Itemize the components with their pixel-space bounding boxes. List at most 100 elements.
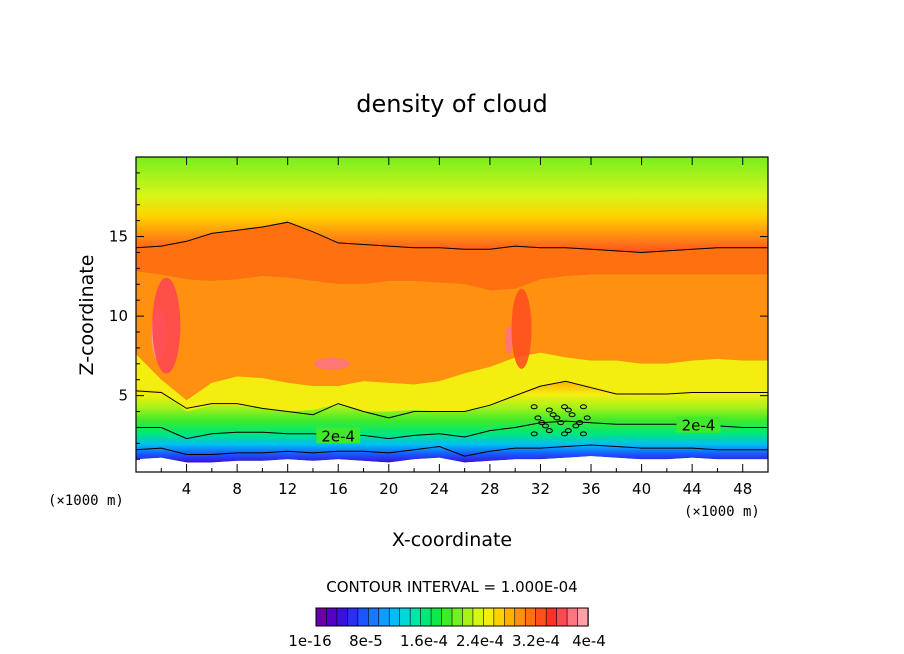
contour-lines: 2e-4 2e-4 bbox=[136, 221, 768, 457]
contour-label: 2e-4 bbox=[682, 417, 716, 435]
contour-blob bbox=[542, 423, 550, 429]
density-field bbox=[136, 157, 768, 472]
band-core bbox=[136, 271, 768, 401]
contour-interval-text: CONTOUR INTERVAL = 1.000E-04 bbox=[326, 578, 577, 596]
contour-blob bbox=[576, 420, 584, 426]
contour-blob bbox=[560, 431, 568, 437]
colorbar-swatch bbox=[315, 607, 328, 627]
contour-blob bbox=[579, 404, 587, 410]
contour-blob bbox=[549, 412, 557, 418]
x-tick-label: 4 bbox=[182, 480, 192, 498]
colorbar-swatch bbox=[462, 607, 474, 627]
plot-frame bbox=[135, 156, 769, 473]
colorbar-tick-label: 4e-4 bbox=[572, 632, 606, 650]
colorbar-tick-label: 1e-16 bbox=[288, 632, 331, 650]
contour-blob bbox=[583, 415, 591, 421]
contour-blob bbox=[534, 415, 542, 421]
contour-blob bbox=[579, 431, 587, 437]
x-tick-label: 28 bbox=[480, 480, 499, 498]
x-unit-label-right: (×1000 m) bbox=[684, 504, 760, 520]
x-tick-label: 36 bbox=[581, 480, 600, 498]
upper-layer bbox=[136, 157, 768, 253]
x-axis-label: X-coordinate bbox=[392, 529, 512, 551]
colorbar-swatch bbox=[451, 607, 464, 627]
contour-blob bbox=[572, 423, 580, 429]
no-cloud-region bbox=[136, 456, 768, 472]
colorbar-swatch bbox=[483, 607, 495, 627]
colorbar-swatch bbox=[399, 607, 411, 627]
x-unit-label-left: (×1000 m) bbox=[48, 493, 124, 509]
lower-layer bbox=[136, 381, 768, 463]
contour-blob bbox=[545, 407, 553, 413]
colorbar-swatch bbox=[504, 607, 516, 627]
x-tick-label: 40 bbox=[632, 480, 651, 498]
colorbar-tick-label: 3.2e-4 bbox=[512, 632, 560, 650]
colorbar-swatch bbox=[378, 607, 390, 627]
colorbar-swatch bbox=[556, 607, 568, 627]
x-tick-label: 12 bbox=[278, 480, 297, 498]
contour-blob bbox=[557, 420, 565, 426]
contour-blob bbox=[564, 407, 572, 413]
x-tick-label: 8 bbox=[232, 480, 242, 498]
contour-blob bbox=[560, 404, 568, 410]
colorbar-swatch bbox=[524, 607, 537, 627]
colorbar-swatch bbox=[368, 607, 380, 627]
colorbar-tick-labels: 1e-16 8e-5 1.6e-4 2.4e-4 3.2e-4 4e-4 bbox=[288, 632, 606, 650]
max-pocket-center bbox=[313, 357, 350, 370]
contour-blob bbox=[538, 420, 546, 426]
x-axis-ticks: 4 8 12 16 20 24 28 32 36 40 44 48 bbox=[160, 157, 752, 498]
band-orange bbox=[136, 222, 768, 291]
colorbar-swatch bbox=[326, 607, 338, 627]
colorbar-swatch bbox=[472, 607, 485, 627]
colorbar-swatch bbox=[493, 607, 506, 627]
colorbar-tick-label: 1.6e-4 bbox=[400, 632, 448, 650]
colorbar bbox=[315, 607, 589, 627]
contour-line bbox=[136, 221, 768, 254]
contour-line bbox=[136, 444, 768, 457]
y-tick-label: 10 bbox=[109, 307, 128, 325]
contour-label-bg bbox=[316, 427, 361, 444]
x-tick-label: 24 bbox=[430, 480, 449, 498]
colorbar-frame bbox=[315, 607, 589, 627]
colorbar-swatch bbox=[430, 607, 443, 627]
colorbar-tick-label: 2.4e-4 bbox=[456, 632, 504, 650]
pocket-right-edge bbox=[511, 288, 532, 369]
max-pocket-right bbox=[504, 325, 513, 354]
contour-line bbox=[136, 380, 768, 419]
colorbar-swatch bbox=[336, 607, 349, 627]
contour-blob bbox=[568, 412, 576, 418]
colorbar-swatch bbox=[420, 607, 432, 627]
x-tick-label: 32 bbox=[531, 480, 550, 498]
colorbar-swatch bbox=[545, 607, 558, 627]
colorbar-swatch bbox=[388, 607, 401, 627]
colorbar-swatch bbox=[409, 607, 422, 627]
y-axis-label: Z-coordinate bbox=[76, 255, 98, 376]
colorbar-swatch bbox=[347, 607, 359, 627]
colorbar-swatch bbox=[441, 607, 453, 627]
x-tick-label: 16 bbox=[329, 480, 348, 498]
high-pocket-left bbox=[152, 277, 181, 374]
colorbar-tick-label: 8e-5 bbox=[349, 632, 383, 650]
band-mid bbox=[136, 352, 768, 412]
chart-title: density of cloud bbox=[356, 90, 547, 118]
contour-line bbox=[136, 420, 768, 440]
colorbar-swatch bbox=[514, 607, 526, 627]
y-tick-label: 15 bbox=[109, 228, 128, 246]
contour-blob bbox=[545, 428, 553, 434]
y-axis-ticks: 5 10 15 bbox=[109, 172, 768, 460]
colorbar-swatch bbox=[566, 607, 579, 627]
y-tick-label: 5 bbox=[118, 387, 128, 405]
contour-label: 2e-4 bbox=[321, 427, 355, 445]
contour-blob bbox=[564, 428, 572, 434]
colorbar-swatch bbox=[577, 607, 589, 627]
contour-label-bg bbox=[676, 416, 721, 433]
x-tick-label: 44 bbox=[683, 480, 702, 498]
contour-blob bbox=[530, 431, 538, 437]
contour-blob bbox=[530, 404, 538, 410]
x-tick-label: 48 bbox=[733, 480, 752, 498]
colorbar-swatch bbox=[357, 607, 370, 627]
x-tick-label: 20 bbox=[379, 480, 398, 498]
colorbar-swatch bbox=[535, 607, 547, 627]
contour-blob bbox=[553, 415, 561, 421]
